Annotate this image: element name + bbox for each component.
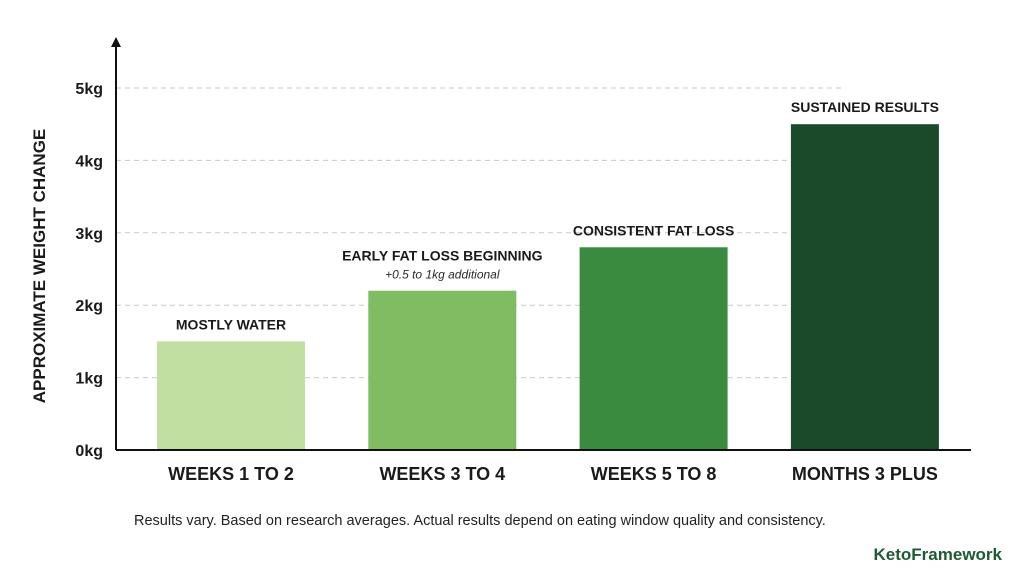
x-category-label: WEEKS 5 TO 8 [591, 464, 717, 484]
bar-chart: 0kg 1kg 2kg 3kg 4kg 5kg MOSTLY WATER EARLY FAT… [30, 37, 971, 484]
bar-annotation: CONSISTENT FAT LOSS [573, 222, 735, 238]
bar [579, 247, 728, 450]
y-axis-arrow-icon [111, 37, 121, 47]
bar [790, 124, 939, 450]
bar-annotation: MOSTLY WATER [176, 316, 286, 332]
y-tick-label: 3kg [75, 226, 103, 243]
x-category-label: WEEKS 1 TO 2 [168, 464, 294, 484]
y-tick-label: 1kg [75, 371, 103, 388]
x-category-label: MONTHS 3 PLUS [792, 464, 938, 484]
bar-annotation: EARLY FAT LOSS BEGINNING [342, 248, 543, 264]
bar [157, 341, 305, 450]
x-category-labels: WEEKS 1 TO 2 WEEKS 3 TO 4 WEEKS 5 TO 8 MONT… [168, 464, 938, 484]
footnote: Results vary. Based on research averages… [134, 513, 826, 529]
x-category-label: WEEKS 3 TO 4 [379, 464, 505, 484]
y-tick-label: 0kg [75, 443, 103, 460]
y-tick-label: 2kg [75, 298, 103, 315]
y-tick-label: 4kg [75, 153, 103, 170]
y-axis-label: APPROXIMATE WEIGHT CHANGE [30, 129, 49, 404]
bar-annotation: SUSTAINED RESULTS [791, 99, 939, 115]
brand-logo: KetoFramework [873, 545, 1002, 564]
y-tick-label: 5kg [75, 81, 103, 98]
bar [368, 290, 517, 450]
bar-annotation-sublabel: +0.5 to 1kg additional [385, 268, 500, 282]
bar-annotations: MOSTLY WATER EARLY FAT LOSS BEGINNING +0.5… [176, 99, 939, 332]
y-tick-labels: 0kg 1kg 2kg 3kg 4kg 5kg [75, 81, 103, 460]
bars [157, 124, 939, 450]
